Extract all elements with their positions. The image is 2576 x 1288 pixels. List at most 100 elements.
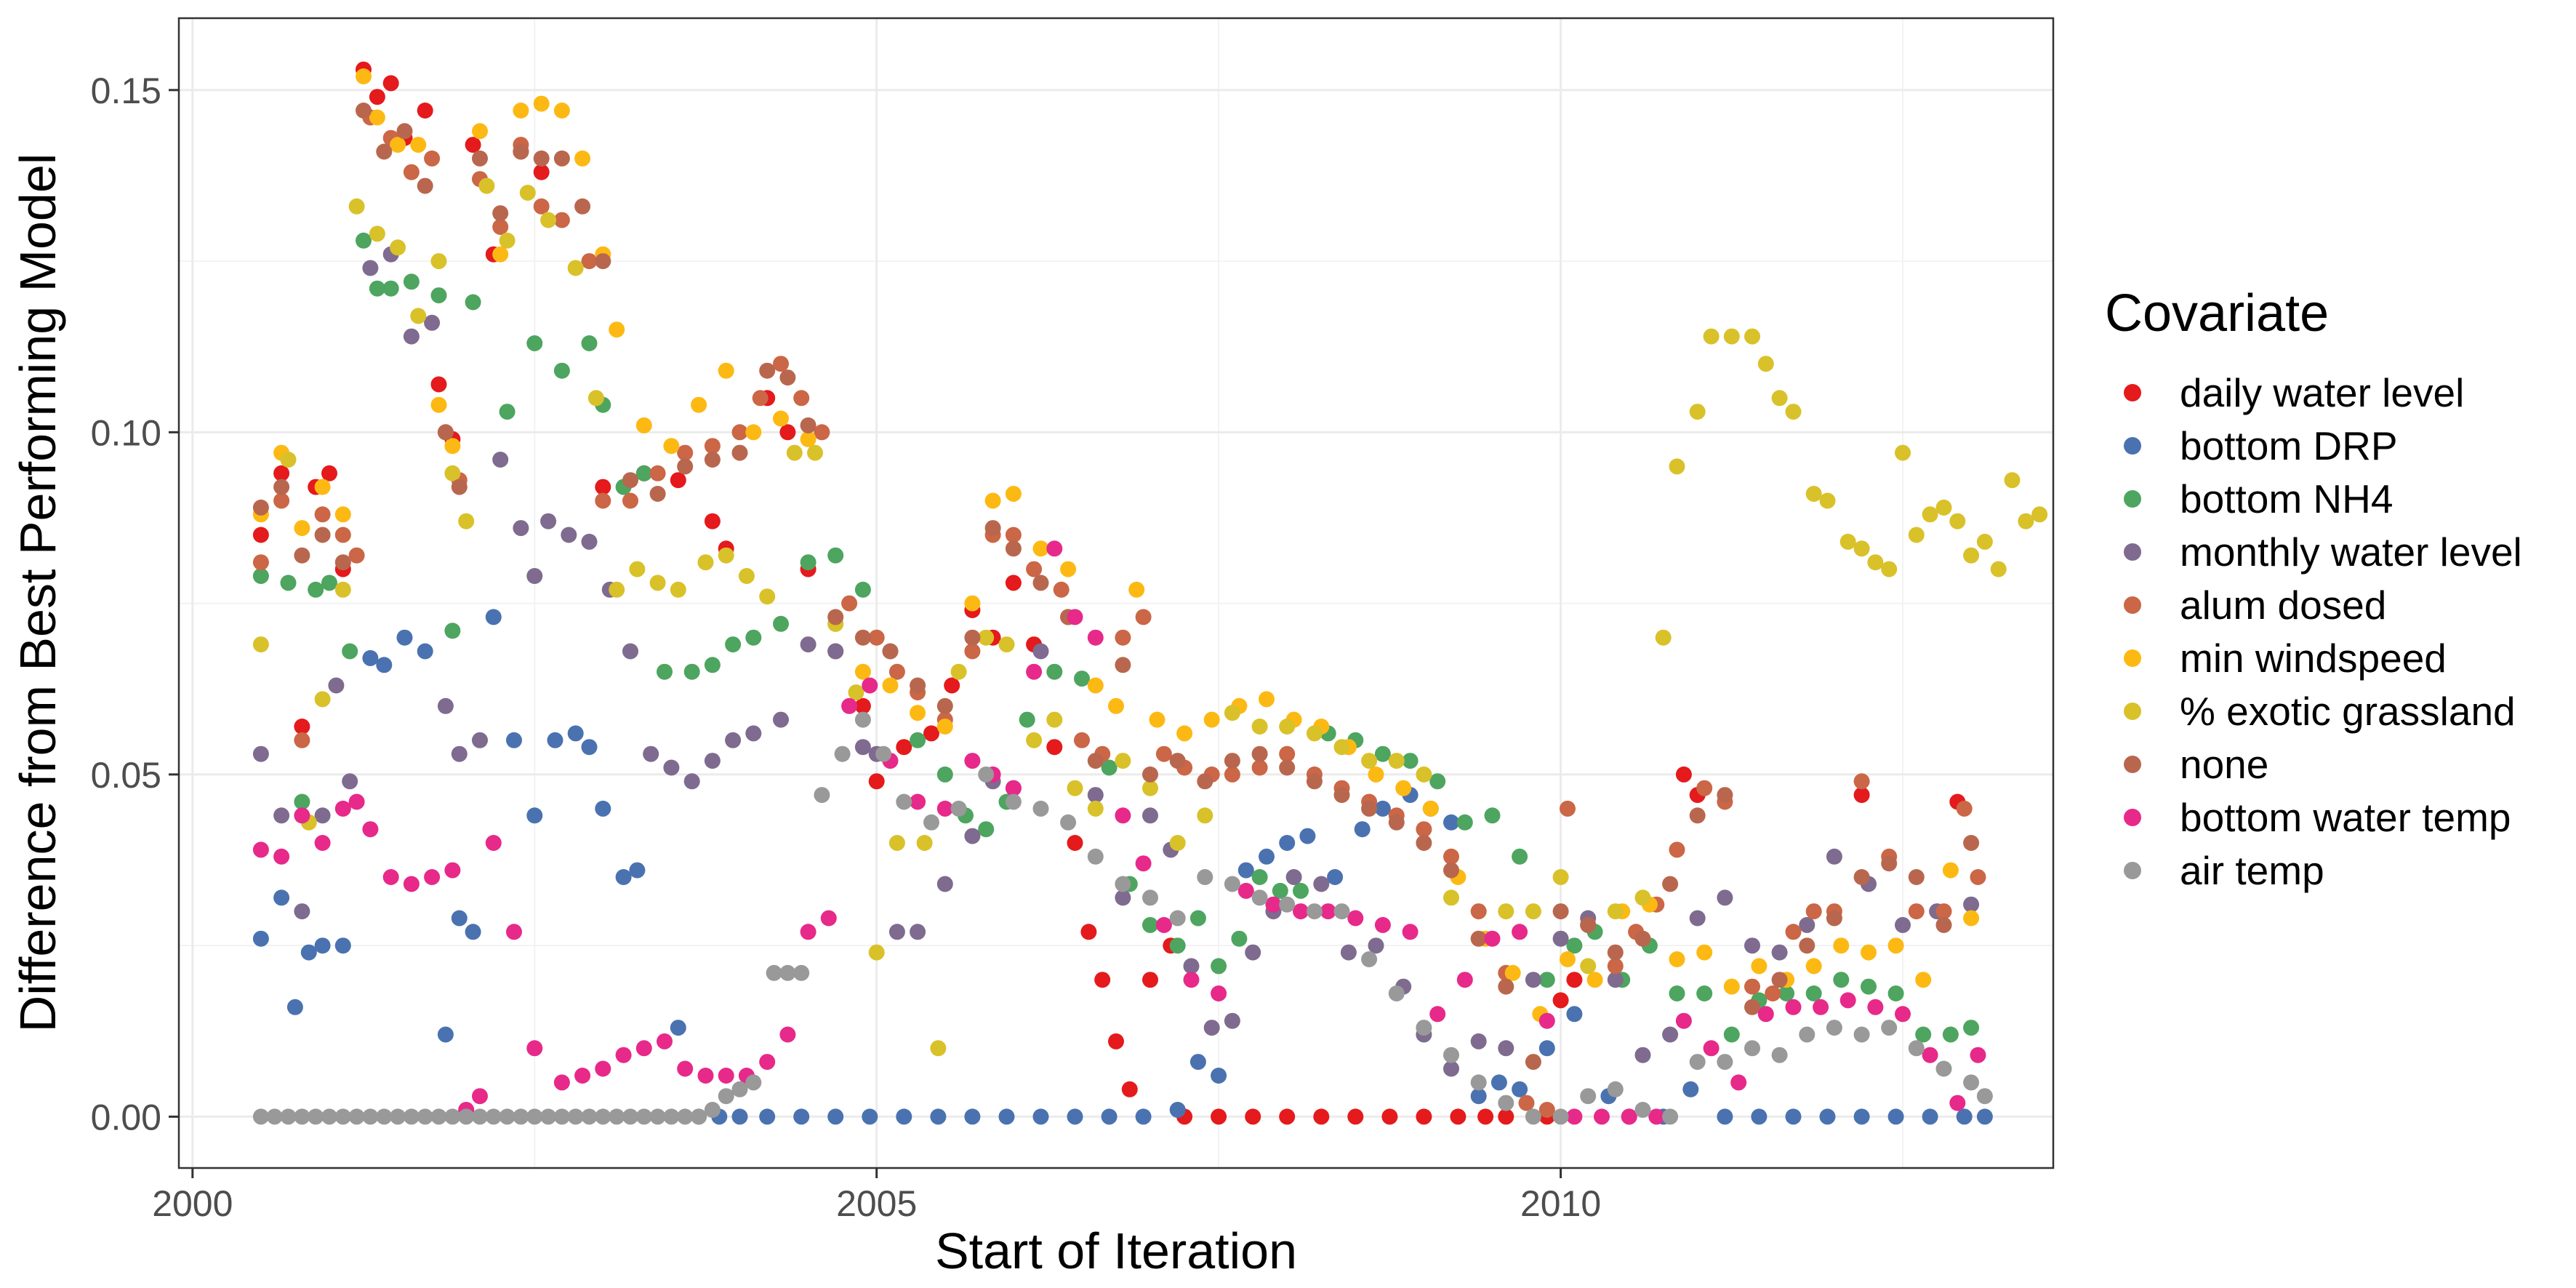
data-point (1833, 937, 1850, 954)
data-point (458, 1108, 475, 1125)
data-point (827, 1108, 844, 1125)
data-point (1765, 985, 1781, 1001)
data-point (1778, 985, 1795, 1001)
data-point (1730, 1074, 1747, 1091)
data-point (553, 1074, 570, 1091)
data-point (1949, 513, 1966, 529)
data-point (677, 458, 694, 475)
data-point (1662, 876, 1679, 892)
data-point (595, 492, 611, 509)
data-point (622, 492, 638, 509)
data-point (1203, 711, 1220, 728)
legend-key (2124, 596, 2141, 614)
data-point (1279, 896, 1296, 913)
data-point (1881, 561, 1898, 577)
data-point (1498, 1040, 1514, 1057)
data-point (403, 328, 420, 345)
data-point (1005, 527, 1022, 543)
data-point (1477, 1108, 1494, 1125)
data-point (1306, 725, 1323, 742)
data-point (1211, 985, 1227, 1001)
data-point (1142, 972, 1158, 988)
data-point (533, 95, 550, 112)
data-point (998, 636, 1015, 653)
data-point (1580, 916, 1597, 933)
data-point (1135, 1108, 1152, 1125)
data-point (595, 253, 611, 270)
data-point (567, 725, 584, 742)
data-point (779, 964, 796, 981)
data-point (1518, 1095, 1535, 1111)
data-point (252, 499, 269, 516)
data-point (936, 719, 953, 735)
data-point (334, 506, 351, 523)
data-point (868, 944, 885, 961)
data-point (1607, 1081, 1624, 1097)
data-point (1915, 1026, 1932, 1043)
data-point (342, 643, 358, 660)
data-point (513, 143, 529, 160)
data-point (964, 595, 981, 612)
data-point (759, 362, 776, 379)
data-point (1867, 999, 1884, 1015)
data-point (1347, 1108, 1364, 1125)
legend-key (2124, 437, 2141, 455)
data-point (888, 663, 905, 680)
data-point (745, 629, 762, 646)
data-point (430, 253, 447, 270)
data-point (643, 745, 659, 762)
data-point (294, 547, 310, 564)
panel-border (177, 17, 2055, 1169)
data-point (526, 1108, 543, 1125)
data-point (1607, 944, 1624, 961)
data-point (410, 137, 427, 153)
data-point (1470, 1088, 1487, 1105)
data-point (635, 417, 652, 433)
data-point (1895, 444, 1911, 461)
legend-item: % exotic grassland (2124, 689, 2516, 734)
data-point (1853, 787, 1870, 804)
data-point (1538, 972, 1555, 988)
data-point (280, 575, 297, 591)
data-point (854, 663, 871, 680)
data-point (444, 623, 461, 639)
data-point (430, 1108, 447, 1125)
data-point (759, 1054, 776, 1071)
legend-key (2124, 649, 2141, 667)
data-point (1703, 328, 1720, 345)
data-point (793, 390, 810, 407)
data-point (1231, 930, 1248, 947)
data-point (1970, 1047, 1986, 1063)
data-point (1005, 793, 1022, 810)
data-point (294, 1108, 310, 1125)
data-point (1867, 554, 1884, 571)
data-point (1922, 1047, 1938, 1063)
data-point (609, 581, 625, 598)
data-point (1662, 1026, 1679, 1043)
data-point (492, 246, 509, 263)
data-point (252, 527, 269, 543)
data-point (1361, 951, 1378, 967)
data-point (1115, 807, 1131, 824)
data-point (1819, 1108, 1836, 1125)
data-point (670, 472, 686, 489)
data-point (458, 513, 475, 529)
data-point (779, 424, 796, 441)
data-point (773, 711, 789, 728)
data-point (1538, 1102, 1555, 1118)
data-point (334, 581, 351, 598)
data-point (1607, 903, 1624, 920)
legend-label: bottom DRP (2180, 423, 2398, 468)
data-point (273, 848, 290, 865)
data-point (410, 308, 427, 324)
data-point (1115, 657, 1131, 673)
data-point (1087, 800, 1104, 817)
data-point (800, 554, 816, 571)
data-point (1552, 869, 1569, 885)
data-point (978, 629, 995, 646)
data-point (252, 568, 269, 584)
data-point (827, 643, 844, 660)
data-point (1333, 739, 1350, 756)
data-point (300, 944, 317, 961)
data-point (286, 999, 303, 1015)
